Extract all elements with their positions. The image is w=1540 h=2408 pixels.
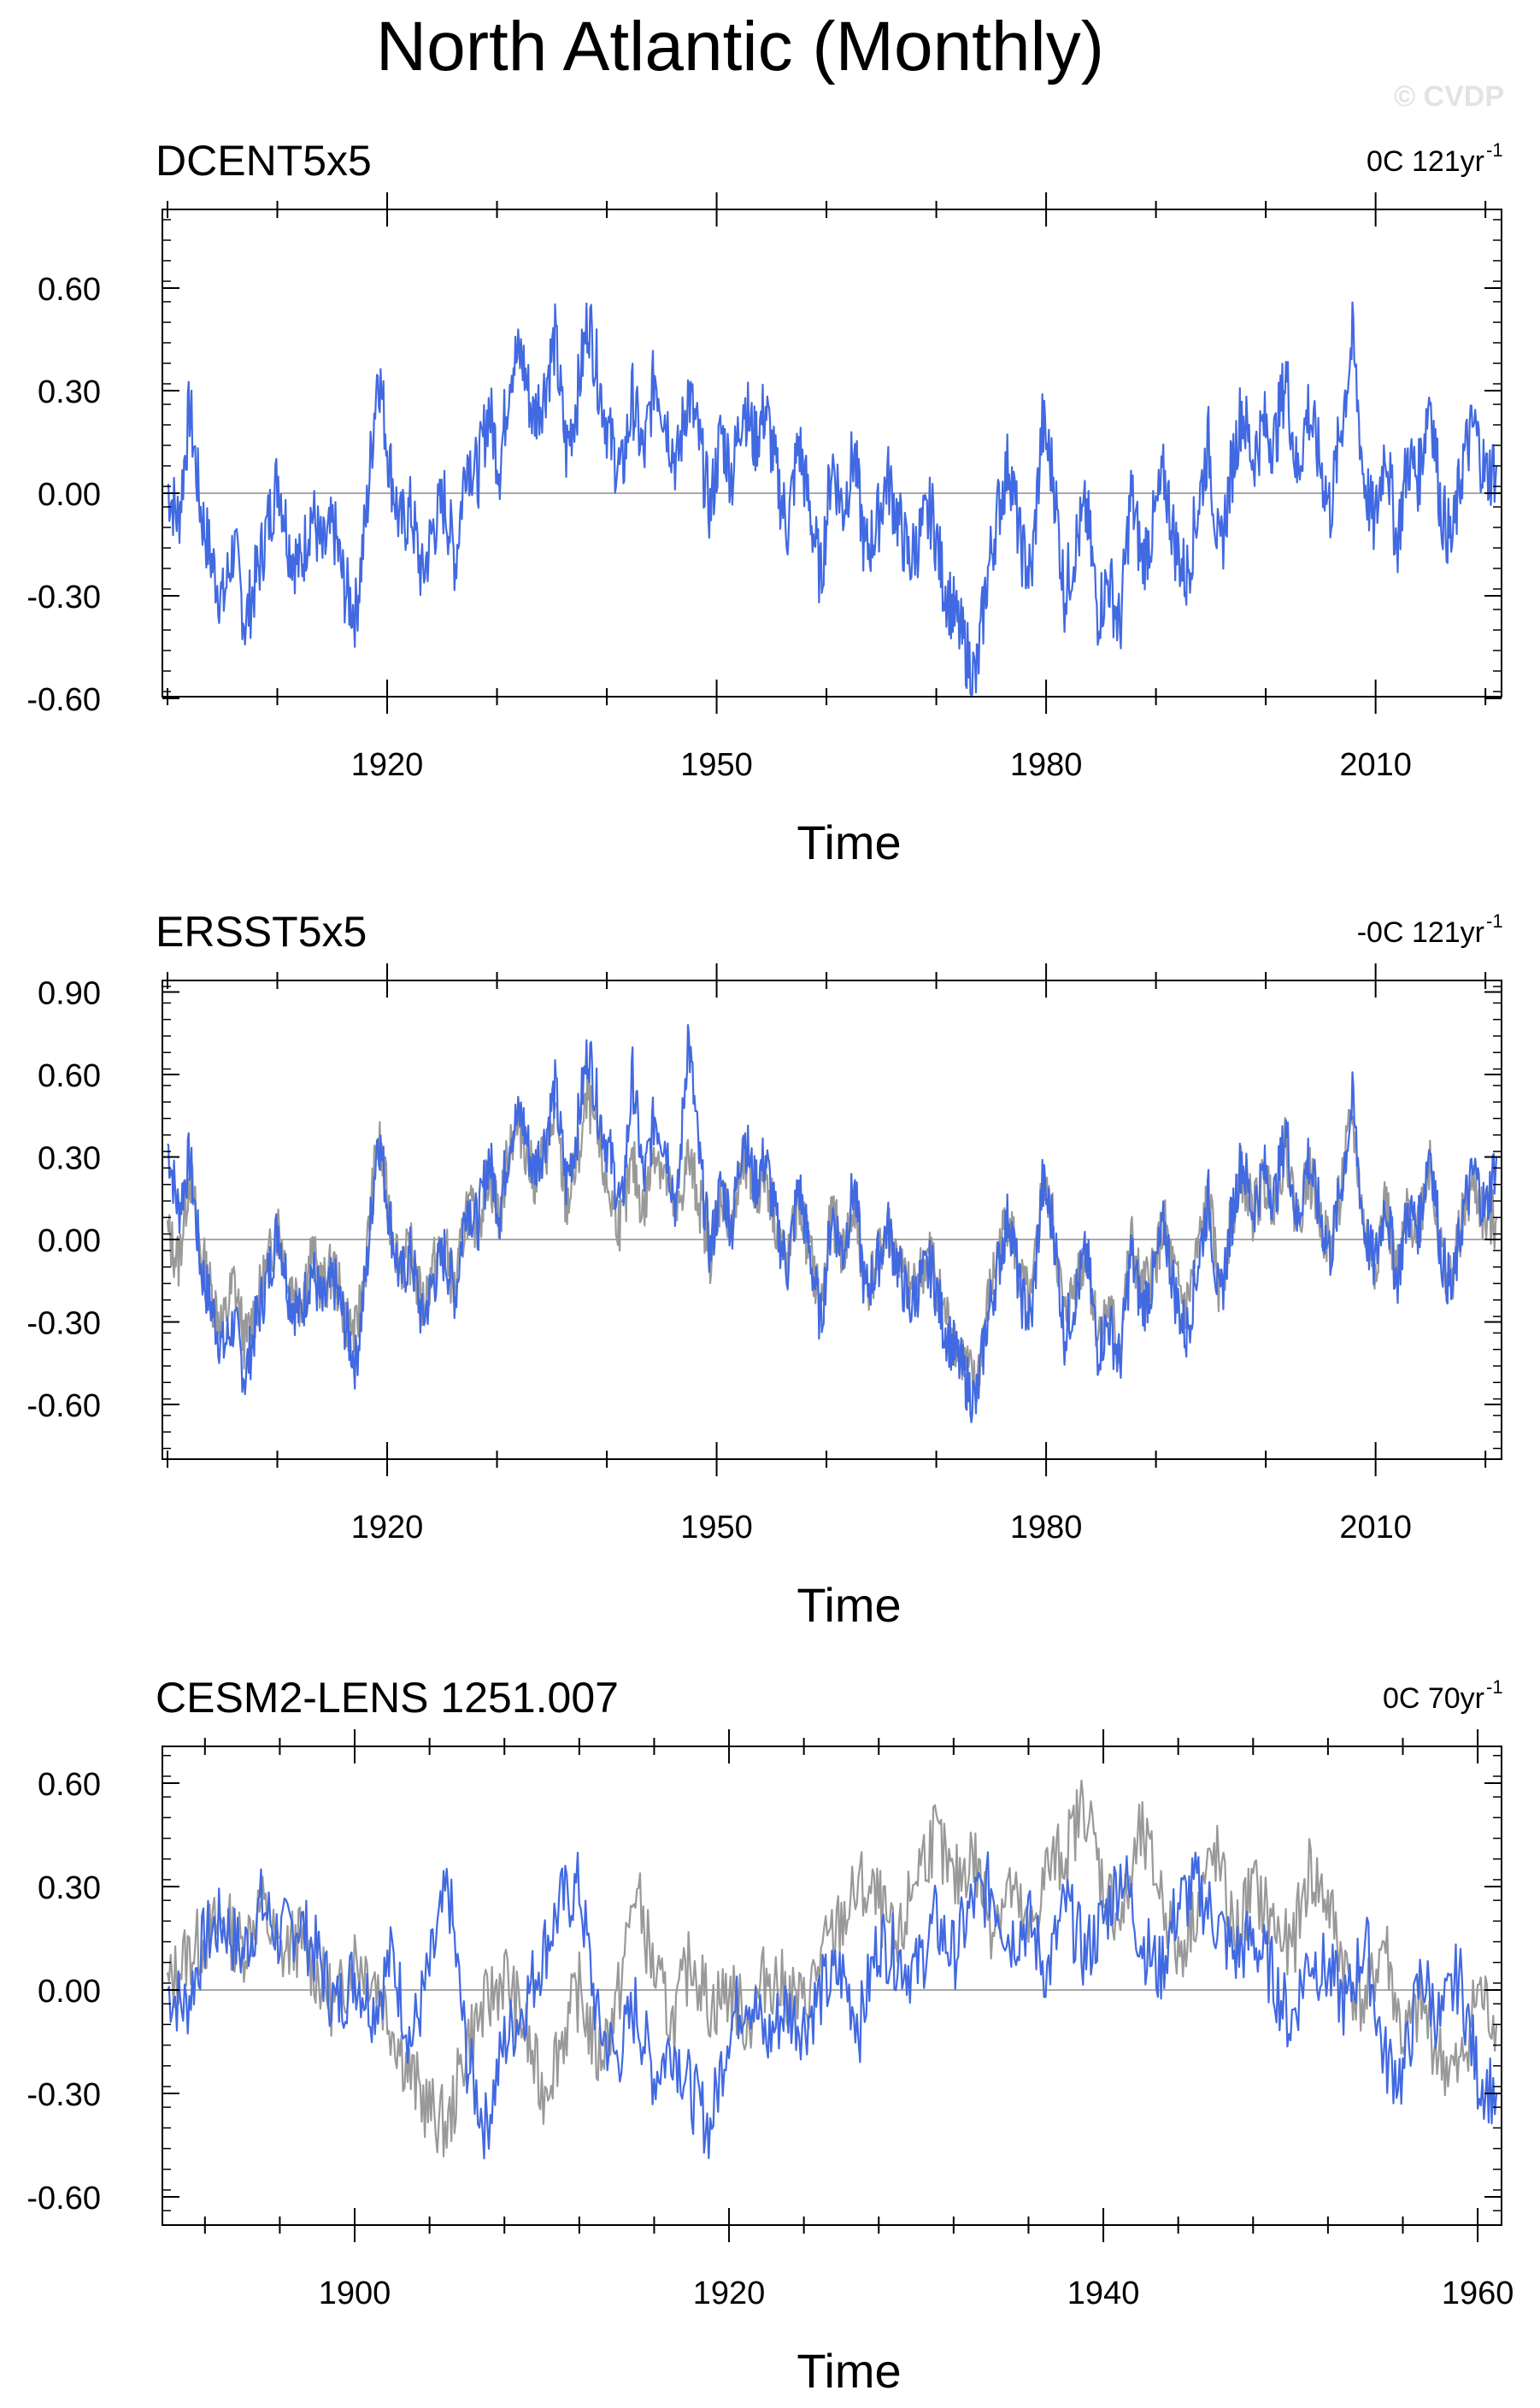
chart-panel-3: CESM2-LENS 1251.007 0C 70yr -1 0.60 0.30 0.00… [26,1674,1514,2398]
x-tick-label: 1940 [1067,2276,1140,2311]
y-tick-label: 0.30 [38,1870,101,1906]
trend-exponent: -1 [1486,139,1503,161]
y-tick-label: -0.30 [26,2077,101,2113]
y-tick-label: 0.30 [38,1141,101,1177]
plot-frame [162,1746,1502,2226]
trend-label: 0C 121yr [1367,145,1484,178]
watermark: © CVDP [1394,80,1504,113]
y-tick-label: -0.60 [26,2181,101,2217]
x-tick-label: 1980 [1010,747,1083,783]
x-axis-label: Time [796,815,901,869]
x-tick-label: 2010 [1339,1510,1412,1545]
x-tick-label: 1980 [1010,1510,1083,1545]
y-tick-label: 0.60 [38,272,101,308]
x-tick-label: 1900 [319,2276,391,2311]
x-axis-label: Time [796,1578,901,1632]
plot-frame [162,209,1502,698]
x-tick-label: 1920 [693,2276,766,2311]
series-line-primary [167,1024,1498,1423]
chart-panel-2: ERSST5x5 -0C 121yr -1 0.90 0.60 0.30 0.00 -0.30… [26,908,1502,1632]
series-line-primary [166,1851,1498,2160]
series-line-secondary [166,1779,1498,2158]
chart-panel-1: DCENT5x5 0C 121yr -1 0.60 0.30 0.00 -0.30 -0.60… [26,137,1502,869]
y-tick-label: 0.60 [38,1058,101,1094]
y-tick-label: 0.00 [38,1974,101,2010]
x-tick-label: 1920 [351,1510,424,1545]
panel-title: DCENT5x5 [156,137,372,185]
trend-exponent: -1 [1486,910,1503,932]
trend-exponent: -1 [1486,1676,1503,1698]
y-tick-label: -0.60 [26,682,101,718]
x-tick-label: 1960 [1442,2276,1514,2311]
y-tick-label: -0.60 [26,1388,101,1424]
y-tick-label: 0.60 [38,1767,101,1803]
plot-frame [162,980,1502,1460]
y-tick-label: -0.30 [26,1306,101,1342]
x-tick-label: 1920 [351,747,424,783]
series-line-primary [166,301,1498,697]
y-tick-label: 0.00 [38,477,101,513]
x-tick-label: 1950 [680,747,753,783]
page-title: North Atlantic (Monthly) [375,8,1105,85]
panel-title: ERSST5x5 [156,908,367,956]
series-line-secondary [166,1070,1498,1403]
panel-title: CESM2-LENS 1251.007 [156,1674,619,1722]
x-tick-label: 1950 [680,1510,753,1545]
y-tick-label: -0.30 [26,580,101,615]
x-axis-label: Time [796,2344,901,2398]
y-tick-label: 0.00 [38,1223,101,1259]
trend-label: 0C 70yr [1383,1682,1484,1715]
y-tick-label: 0.90 [38,976,101,1012]
x-tick-label: 2010 [1339,747,1412,783]
trend-label: -0C 121yr [1357,916,1484,949]
y-tick-label: 0.30 [38,374,101,410]
